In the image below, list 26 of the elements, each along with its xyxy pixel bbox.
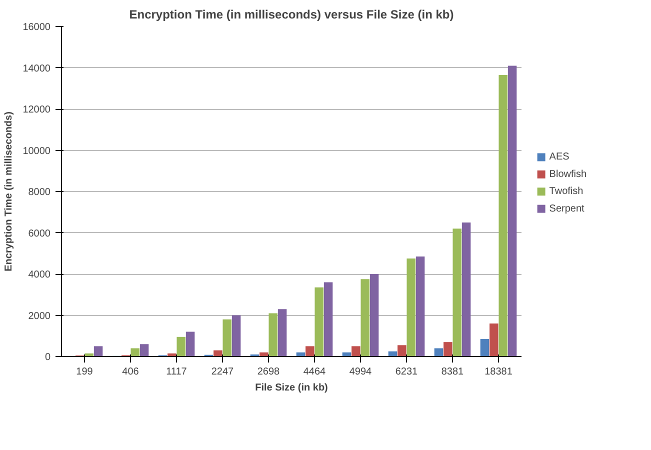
x-tick-label: 2698 [257,366,280,378]
x-axis-title: File Size (in kb) [255,382,328,394]
x-tick-label: 406 [122,366,140,378]
y-tick-label: 10000 [22,146,51,157]
y-tick-label: 0 [44,352,51,363]
x-tick-label: 6231 [395,366,418,378]
y-tick-label: 8000 [28,187,51,198]
x-tick-label: 8381 [441,366,464,378]
y-tick-label: 16000 [22,22,51,33]
x-tick-label: 4464 [303,366,326,378]
x-tick-label: 18381 [484,366,513,378]
x-tick-label: 4994 [349,366,372,378]
x-tick-label: 1117 [166,366,188,378]
y-tick-label: 2000 [28,310,51,322]
y-tick-label: 12000 [22,104,51,116]
legend-label: Blowfish [549,168,587,180]
y-tick-label: 14000 [22,63,51,74]
legend-label: AES [549,152,570,163]
y-axis-title: Encryption Time (in milliseconds) [4,112,15,272]
y-tick-label: 6000 [28,228,51,240]
legend-label: Serpent [549,203,585,214]
x-tick-label: 199 [76,366,94,378]
y-tick-label: 4000 [28,270,51,280]
chart-title: Encryption Time (in milliseconds) versus File Size (in kb) [129,8,454,22]
x-tick-label: 2247 [211,366,234,378]
legend-label: Twofish [549,186,584,198]
